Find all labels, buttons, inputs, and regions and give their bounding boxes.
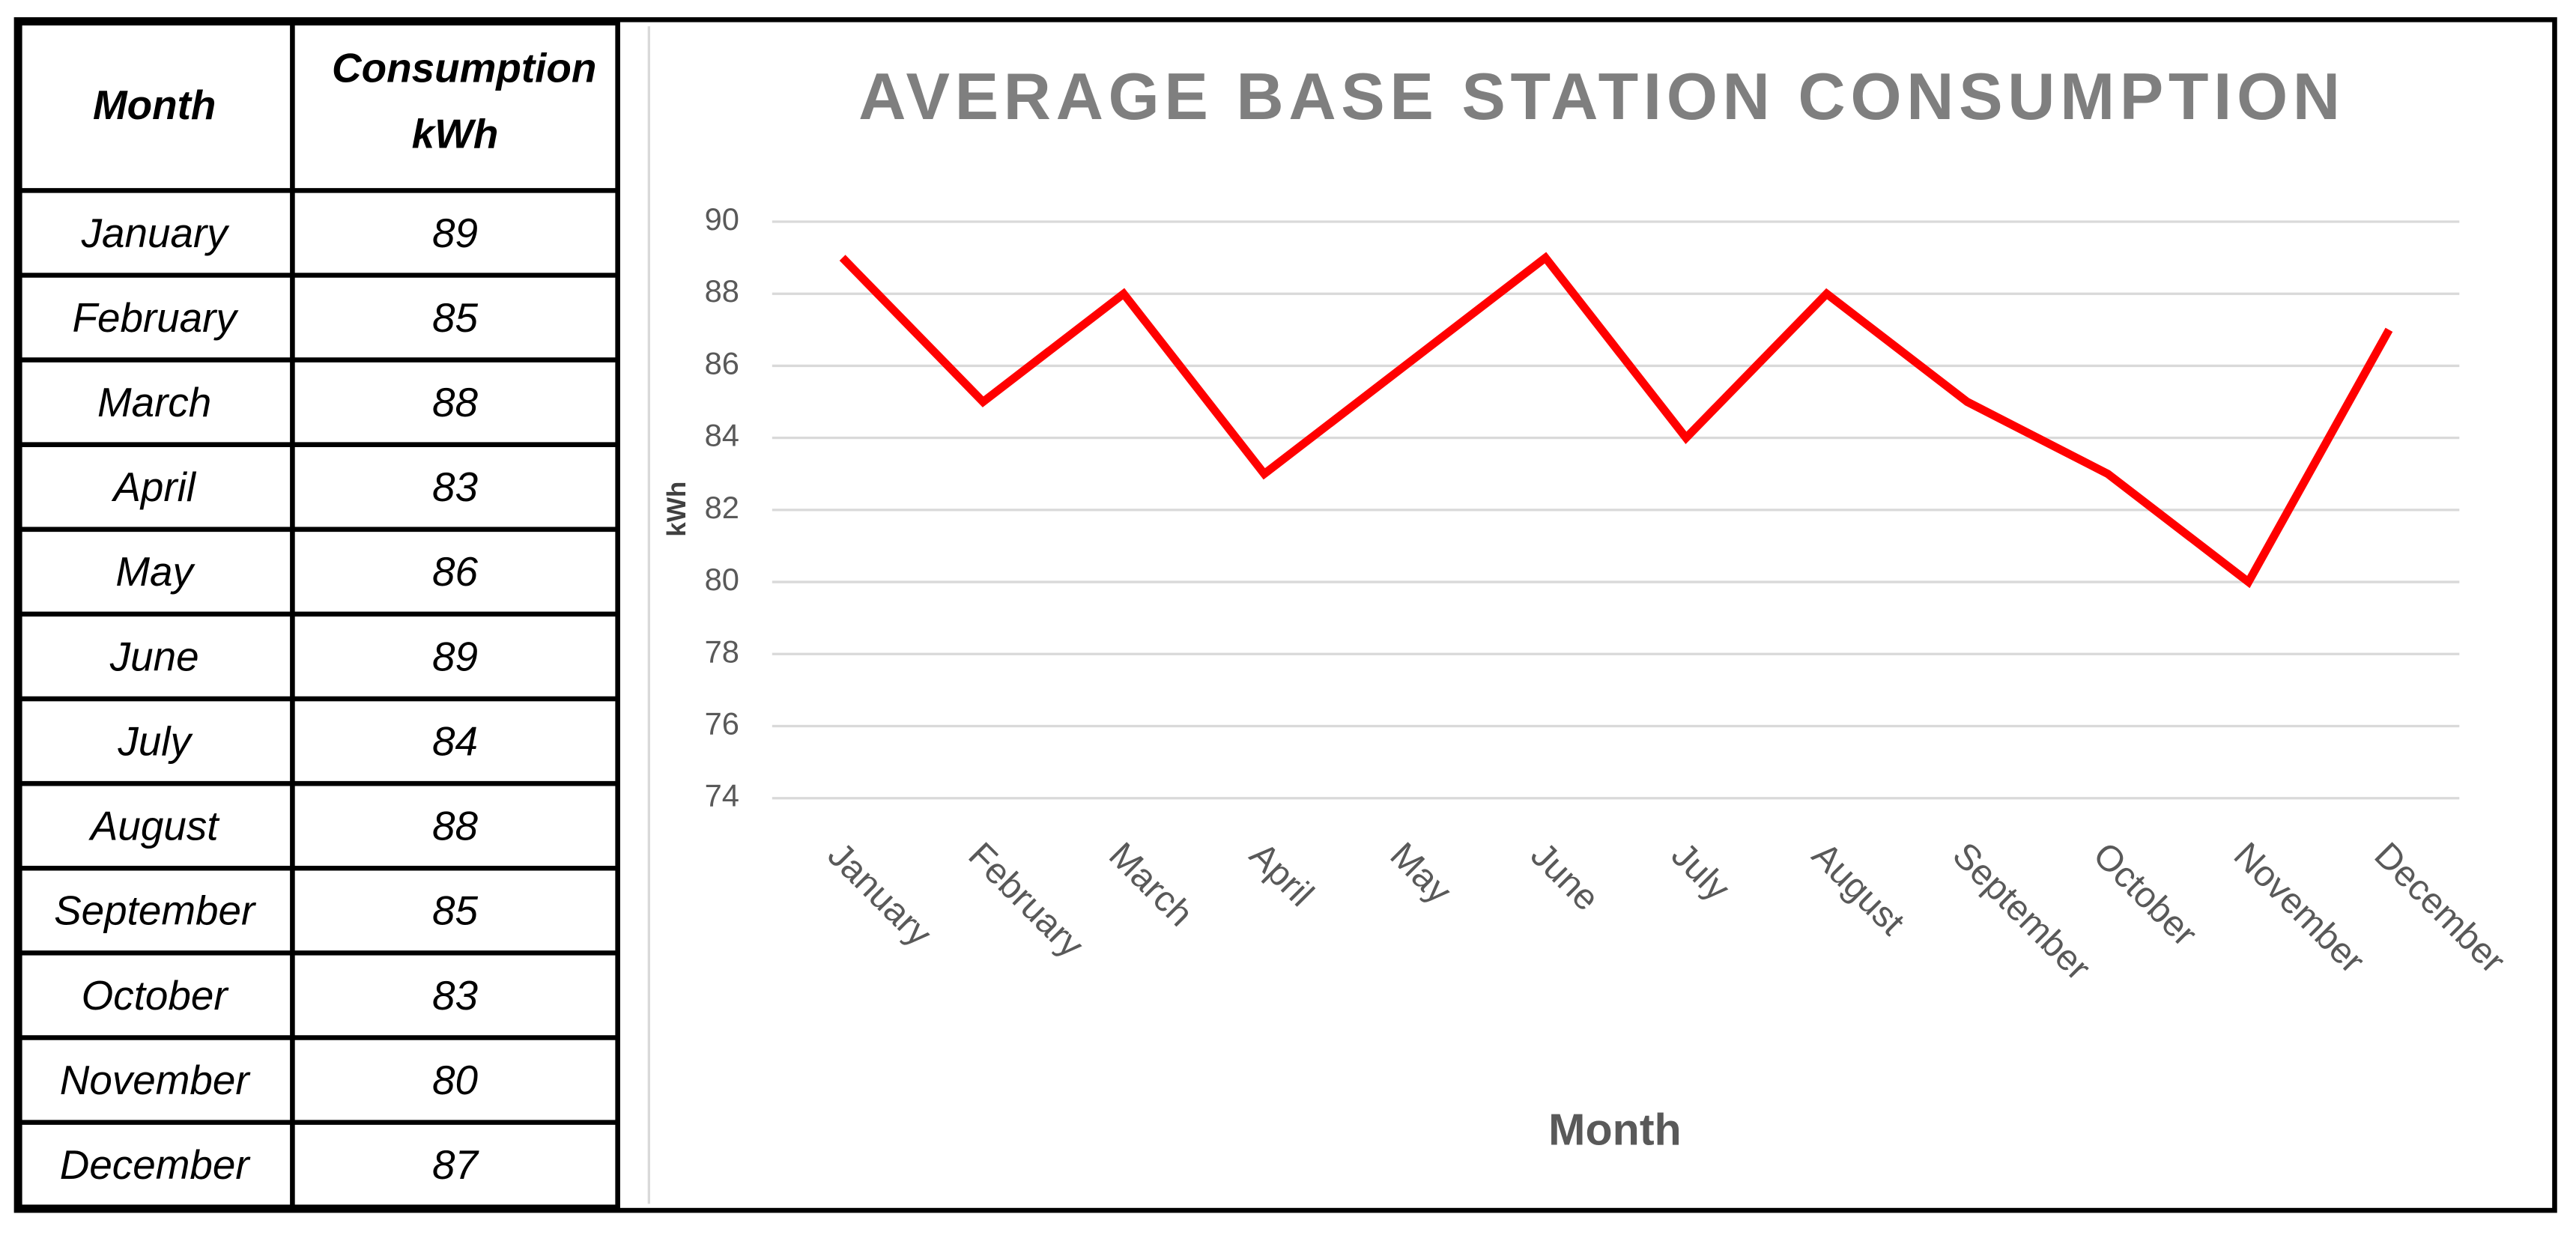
table-cell: 85 bbox=[432, 887, 478, 934]
table-cell: 89 bbox=[432, 633, 478, 679]
table-cell: 87 bbox=[432, 1141, 479, 1188]
table-header-cell-wrap: Consumption kWh bbox=[332, 46, 597, 158]
table-cell: January bbox=[81, 210, 231, 256]
y-tick-label: 80 bbox=[705, 562, 739, 597]
y-tick-label: 90 bbox=[705, 201, 739, 237]
table-header-cell: Month bbox=[93, 82, 216, 128]
table-cell: September bbox=[54, 887, 257, 934]
y-tick-label: 86 bbox=[705, 345, 739, 380]
y-tick-label: 84 bbox=[705, 418, 739, 453]
x-axis-title: Month bbox=[1548, 1105, 1682, 1155]
table-cell: 86 bbox=[432, 548, 478, 595]
table-cell: December bbox=[60, 1141, 252, 1188]
y-axis-title: kWh bbox=[662, 482, 691, 537]
table-cell: 83 bbox=[432, 464, 478, 510]
table-cell: 84 bbox=[432, 717, 478, 764]
y-tick-label: 76 bbox=[705, 706, 739, 741]
table-cell: 83 bbox=[432, 972, 478, 1019]
table-cell: November bbox=[60, 1057, 252, 1103]
table-cell: March bbox=[97, 379, 211, 425]
table-cell: May bbox=[115, 548, 196, 595]
table-cell: June bbox=[109, 633, 199, 679]
table-cell: October bbox=[82, 972, 230, 1019]
table-cell: July bbox=[117, 717, 193, 764]
table-cell: February bbox=[72, 294, 239, 341]
table-cell: 85 bbox=[432, 294, 478, 341]
data-line bbox=[839, 252, 2393, 589]
table-cell: 88 bbox=[432, 379, 478, 425]
y-tick-label: 88 bbox=[705, 273, 739, 309]
chart-title: AVERAGE BASE STATION CONSUMPTION bbox=[858, 60, 2345, 133]
table-cell: 80 bbox=[432, 1057, 478, 1103]
table-cell: August bbox=[88, 803, 220, 849]
table-cell: April bbox=[111, 464, 196, 510]
y-tick-label: 78 bbox=[705, 634, 739, 669]
table-header-cell: Consumption kWh bbox=[332, 46, 597, 158]
table-cell: 89 bbox=[432, 210, 478, 256]
y-tick-label: 82 bbox=[705, 490, 739, 525]
y-tick-label: 74 bbox=[705, 778, 739, 813]
table-cell: 88 bbox=[432, 803, 478, 849]
